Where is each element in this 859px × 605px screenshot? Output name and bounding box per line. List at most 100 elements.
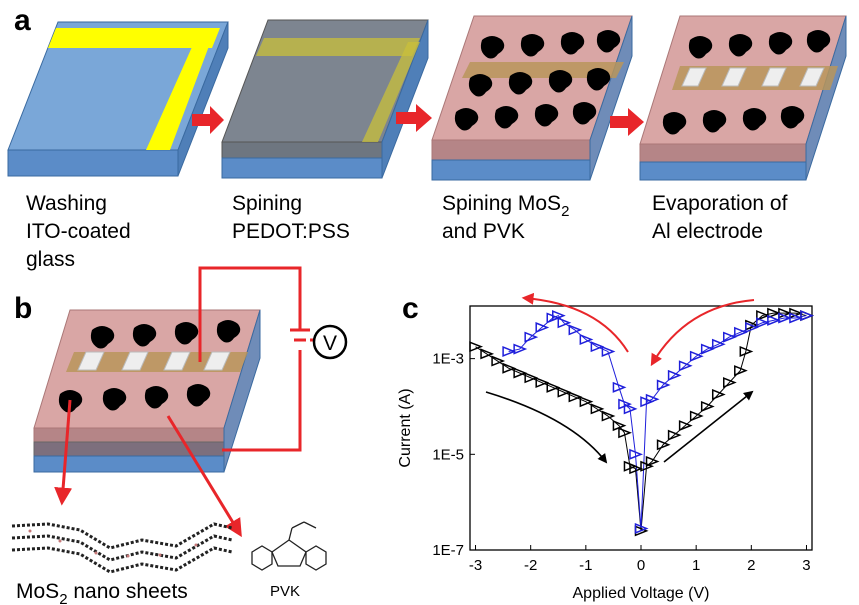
series-1-point xyxy=(711,338,726,350)
series-1-point xyxy=(629,448,644,460)
voltmeter-label: V xyxy=(323,332,337,355)
x-tick-label: -1 xyxy=(579,557,592,574)
series-1-point xyxy=(601,345,616,357)
series-0-point xyxy=(756,310,770,322)
series-1-point xyxy=(789,312,803,324)
step1-label: Washing ITO-coated glass xyxy=(26,192,131,271)
mos2-flakes-step3 xyxy=(454,30,621,131)
series-0-point xyxy=(656,439,671,451)
y-tick-labels: 1E-7 1E-5 1E-3 xyxy=(432,351,464,559)
voltmeter-icon xyxy=(312,324,348,360)
series-0-point xyxy=(601,410,616,422)
svg-text:Spining: Spining xyxy=(232,192,302,215)
series-1-point xyxy=(778,312,792,324)
series-1-point xyxy=(767,314,781,326)
ito-stripe-vertical xyxy=(146,38,212,150)
y-tick-label: 1E-7 xyxy=(432,542,464,559)
step4-device xyxy=(639,15,847,181)
series-0-point xyxy=(557,386,572,398)
step4-label: Evaporation of Al electrode xyxy=(652,192,788,243)
svg-text:Washing: Washing xyxy=(26,192,107,215)
series-0-point xyxy=(667,429,682,441)
svg-text:and PVK: and PVK xyxy=(442,220,525,243)
series-1-point xyxy=(645,393,660,405)
series-0-point xyxy=(480,348,495,360)
ito-stripe xyxy=(48,28,220,48)
al-electrodes xyxy=(681,67,825,87)
series-0-point xyxy=(590,403,605,415)
process-arrow-1 xyxy=(192,106,224,134)
series-0-point xyxy=(535,377,550,389)
series-1-point xyxy=(502,345,517,357)
series-0-point xyxy=(524,372,539,384)
x-tick-label: 3 xyxy=(802,557,810,574)
step2-label: Spining PEDOT:PSS xyxy=(232,192,350,243)
series-0-point xyxy=(723,377,737,389)
series-1-point xyxy=(557,317,572,329)
step2-device xyxy=(221,19,429,179)
tick-marks xyxy=(470,358,807,551)
pvk-label: PVK xyxy=(270,583,300,600)
step3-device xyxy=(431,15,633,181)
y-axis-label: Current (A) xyxy=(397,388,414,467)
series-0-point xyxy=(645,455,660,467)
pointer-to-pvk xyxy=(166,415,242,538)
svg-text:PEDOT:PSS: PEDOT:PSS xyxy=(232,220,350,243)
series-0-point xyxy=(502,362,517,374)
nanosheets-label: MoS2 nano sheets xyxy=(16,580,188,605)
series-1-point xyxy=(745,322,759,334)
device-b xyxy=(33,309,261,473)
x-tick-label: -3 xyxy=(469,557,482,574)
series-0-point xyxy=(767,307,781,319)
panel-c-letter: c xyxy=(402,292,419,325)
series-0-point xyxy=(513,367,528,379)
svg-text:glass: glass xyxy=(26,248,75,271)
al-electrodes-b xyxy=(77,351,231,371)
step1-device xyxy=(7,21,229,177)
series-1-point xyxy=(568,324,583,336)
pointer-to-nanosheets xyxy=(54,399,73,506)
series-1-point xyxy=(590,341,605,353)
series-1-point xyxy=(513,343,528,355)
iv-chart: 1E-7 1E-5 1E-3 -3 -2 -1 0 1 2 3 Applied Voltage … xyxy=(397,292,815,602)
series-0-point xyxy=(469,341,484,353)
mos2-flakes-step4 xyxy=(662,30,831,135)
series-1-point xyxy=(678,360,693,372)
svg-text:Spining MoS2: Spining MoS2 xyxy=(442,192,569,220)
series-1-point xyxy=(689,350,704,362)
panel-b-letter: b xyxy=(14,292,32,325)
series-0-point xyxy=(689,410,704,422)
x-tick-label: 2 xyxy=(747,557,755,574)
svg-text:ITO-coated: ITO-coated xyxy=(26,220,131,243)
series-1-point xyxy=(734,326,748,338)
arrow-black-right xyxy=(663,390,754,463)
series-1-point xyxy=(623,403,638,415)
series-0-point xyxy=(678,420,693,432)
mos2-nanosheets-illustration xyxy=(11,522,233,574)
process-arrow-3 xyxy=(610,108,644,136)
x-tick-label: 1 xyxy=(692,557,700,574)
svg-text:Evaporation of: Evaporation of xyxy=(652,192,788,215)
series-1-point xyxy=(535,322,550,334)
svg-text:Al electrode: Al electrode xyxy=(652,220,763,243)
nanosheet-atoms xyxy=(28,529,198,558)
series-1-point xyxy=(800,310,815,322)
series-0-point xyxy=(700,400,715,412)
series-0-point xyxy=(734,365,748,377)
step3-label: Spining MoS2 and PVK xyxy=(442,192,569,243)
series-0-point xyxy=(546,381,561,393)
series-0-point xyxy=(739,345,754,357)
series-0-point xyxy=(579,396,594,408)
series-0-point xyxy=(618,427,632,439)
series-0-point xyxy=(629,463,644,475)
x-axis-label: Applied Voltage (V) xyxy=(573,585,710,602)
x-tick-label: -2 xyxy=(524,557,537,574)
process-arrow-2 xyxy=(396,104,432,132)
arrow-red-right xyxy=(650,299,755,367)
x-tick-label: 0 xyxy=(637,557,645,574)
series-points xyxy=(469,307,815,537)
y-tick-label: 1E-3 xyxy=(432,351,464,368)
series-1-point xyxy=(656,379,671,391)
series-1-point xyxy=(756,317,770,329)
